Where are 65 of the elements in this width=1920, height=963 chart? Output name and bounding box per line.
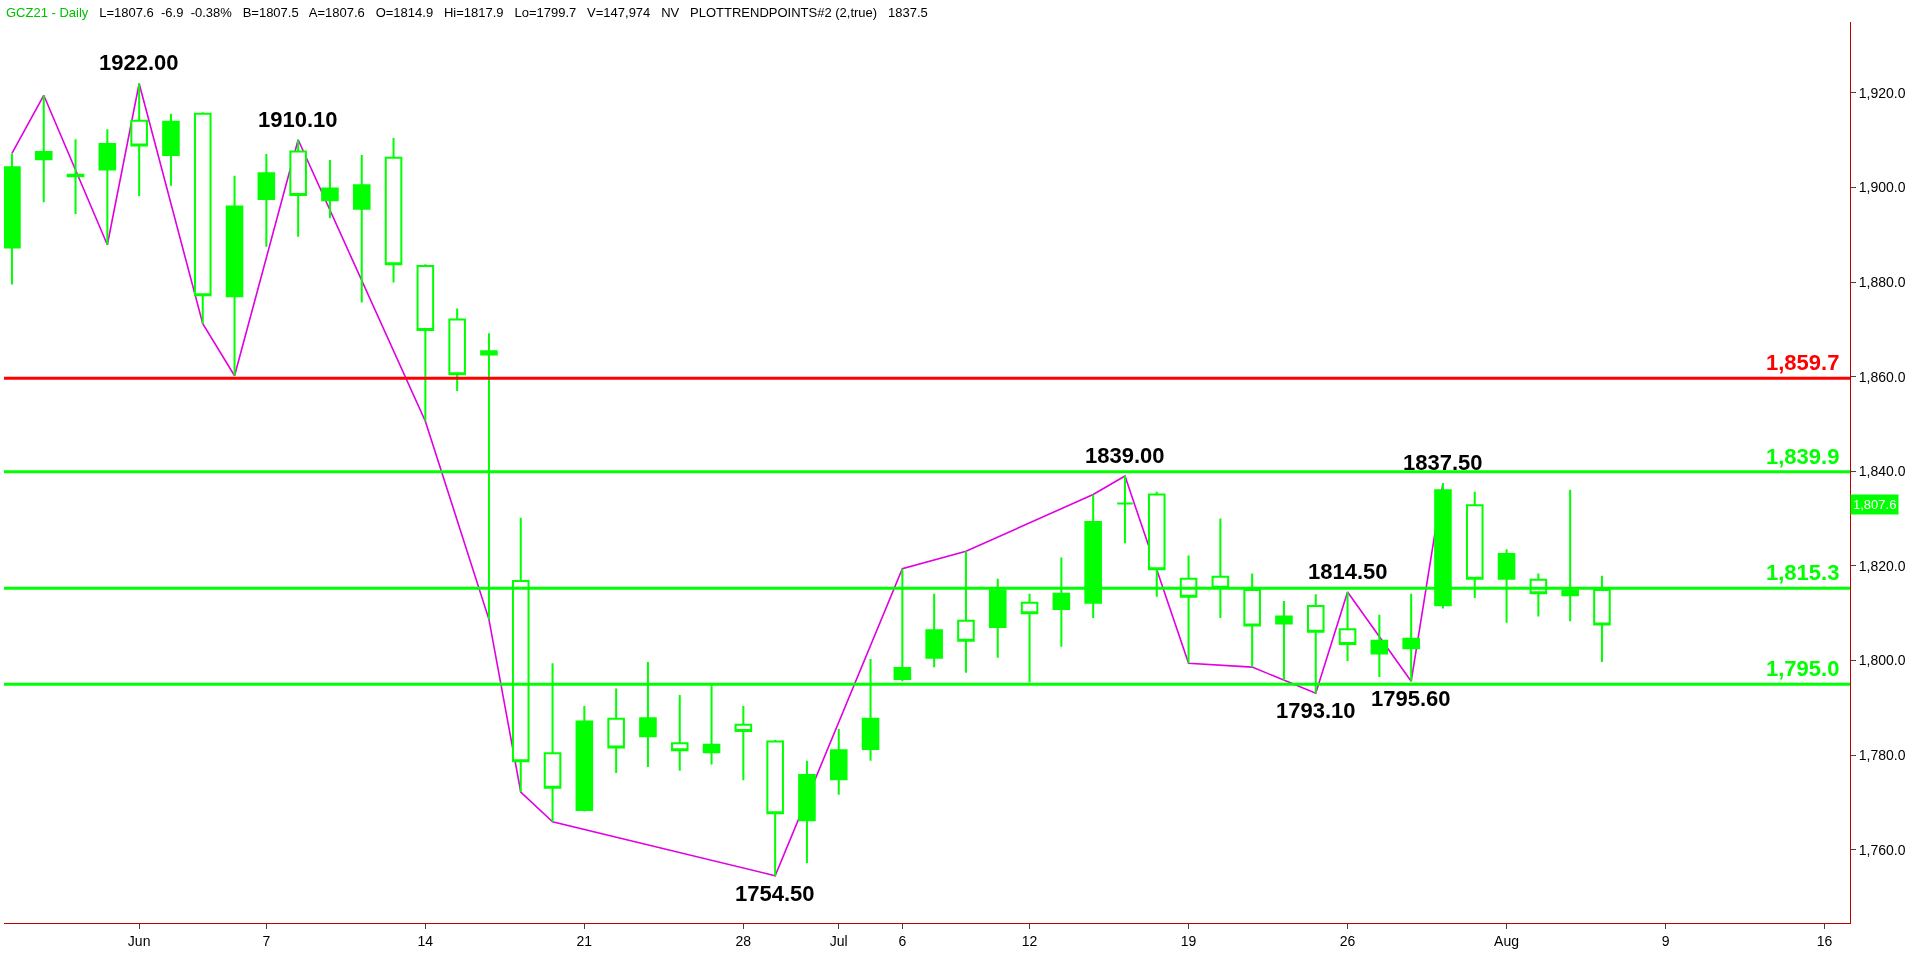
x-tick-label: Jun	[127, 932, 151, 949]
candlestick	[66, 138, 85, 216]
candlestick	[1338, 590, 1357, 662]
x-tick-label: 12	[1021, 932, 1038, 949]
candlestick	[670, 694, 689, 772]
candlestick	[257, 152, 276, 248]
candlestick	[4, 152, 21, 286]
candlestick	[1370, 613, 1389, 679]
candlestick	[575, 704, 594, 813]
annotation: 1839.00	[1085, 443, 1165, 468]
x-tick-label: Jul	[829, 932, 848, 949]
x-tick-label: 26	[1339, 932, 1356, 949]
x-tick-label: 9	[1661, 932, 1670, 949]
y-tick-label: 1,880.0	[1858, 274, 1906, 291]
text: 1,807.6	[1853, 497, 1897, 512]
candlestick	[98, 128, 117, 246]
candlestick	[766, 738, 784, 877]
candlestick	[607, 687, 625, 775]
candlestick	[225, 174, 244, 377]
x-tick-label: 19	[1180, 932, 1197, 949]
candlestick	[925, 592, 943, 669]
candlestick	[416, 263, 435, 423]
x-tick-label: 14	[417, 932, 434, 949]
candlestick	[1275, 599, 1293, 682]
annotation: 1922.00	[99, 50, 179, 75]
y-tick-label: 1,840.0	[1858, 463, 1906, 480]
candlestick	[34, 94, 53, 204]
candlestick	[448, 307, 466, 392]
x-tick-label: 7	[262, 932, 271, 949]
candlestick	[352, 153, 371, 304]
candlestick	[1402, 592, 1420, 683]
candlestick	[1116, 475, 1134, 545]
x-tick-label: Aug	[1494, 932, 1520, 949]
y-tick-label: 1,800.0	[1858, 652, 1906, 669]
candlestick	[130, 82, 148, 198]
candlestick	[162, 112, 180, 187]
y-tick-label: 1,920.0	[1858, 84, 1906, 101]
y-tick-label: 1,900.0	[1858, 179, 1906, 196]
candlestick	[734, 704, 753, 782]
candlestick	[289, 138, 307, 238]
candlestick	[798, 759, 816, 864]
chart-title: GCZ21 - Daily	[6, 5, 89, 20]
annotation: 1837.50	[1403, 450, 1483, 475]
annotation: 1814.50	[1308, 559, 1388, 584]
chart-subtitle: L=1807.6 -6.9 -0.38% B=1807.5 A=1807.6 O=1814.9 Hi=1817.9 Lo=1799.7 V=147,974 NV PLOTTRENDPOINTS#2 (2,true) 1837.5	[99, 5, 928, 20]
annotation: 1754.50	[735, 881, 815, 906]
x-tick-label: 28	[735, 932, 752, 949]
candlestick	[384, 136, 403, 284]
ref-line-label: 1,859.7	[1766, 350, 1840, 375]
candlestick	[193, 111, 212, 325]
candlestick	[829, 728, 848, 796]
annotation: 1910.10	[258, 107, 338, 132]
annotation: 1793.10	[1276, 698, 1356, 723]
x-tick-label: 6	[898, 932, 907, 949]
x-tick-label: 16	[1816, 932, 1833, 949]
candlestick	[321, 159, 339, 220]
y-tick-label: 1,780.0	[1858, 747, 1906, 763]
y-tick-label: 1,860.0	[1858, 368, 1906, 385]
y-tick-label: 1,820.0	[1858, 557, 1906, 574]
x-tick-label: 21	[576, 932, 593, 949]
annotation: 1795.60	[1371, 686, 1451, 711]
y-tick-label: 1,760.0	[1858, 841, 1906, 858]
ref-line-label: 1,815.3	[1766, 560, 1840, 585]
ref-line-label: 1,795.0	[1766, 656, 1840, 681]
ref-line-label: 1,839.9	[1766, 444, 1840, 469]
